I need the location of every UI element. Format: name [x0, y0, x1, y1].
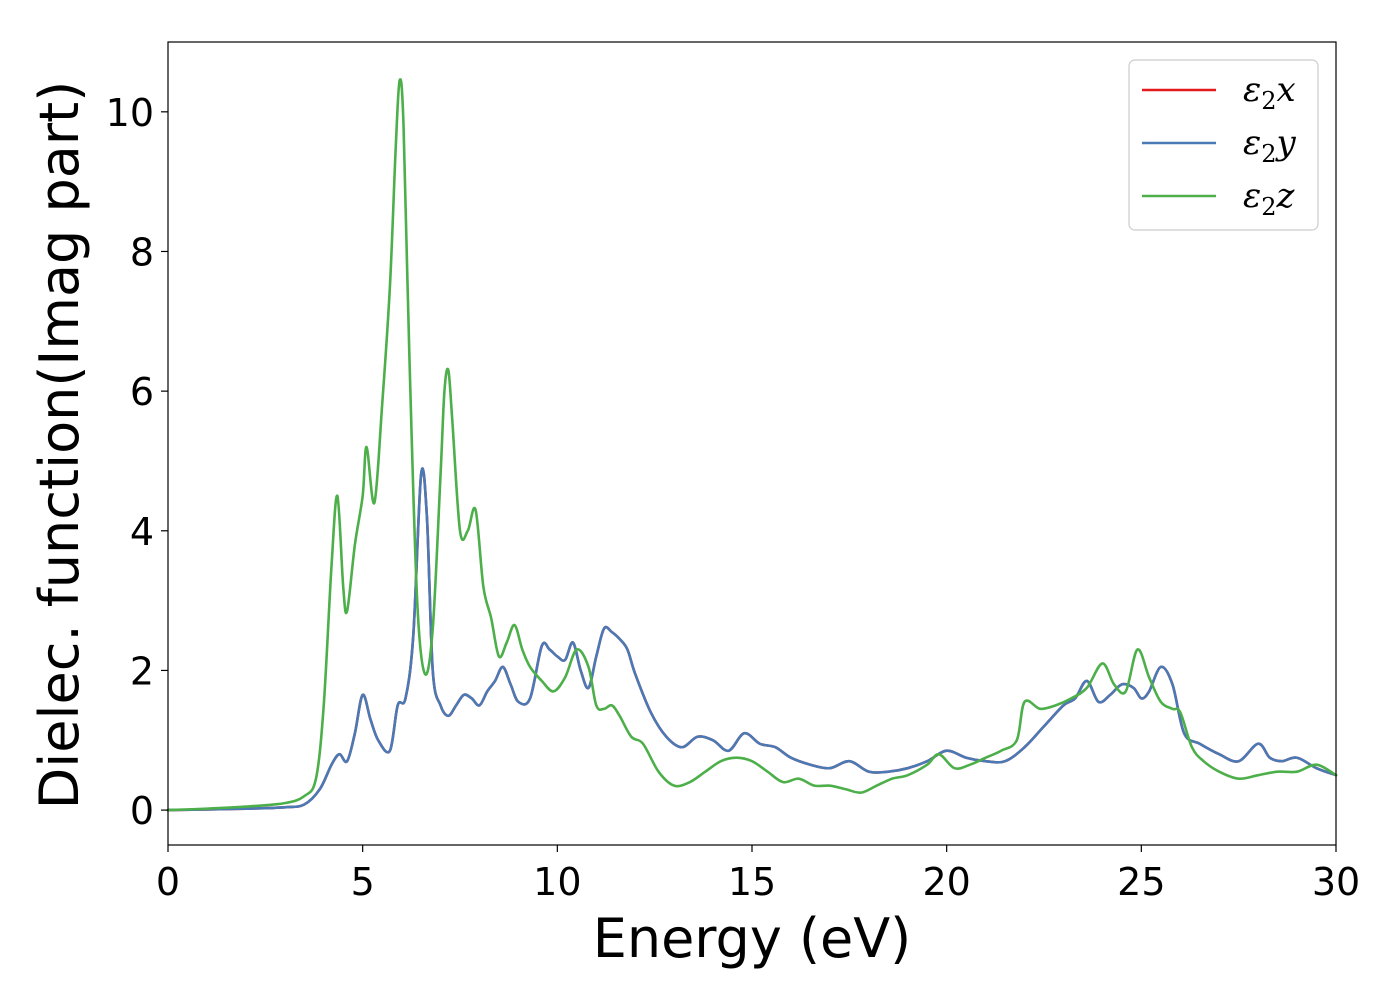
- x-tick-label: 30: [1312, 860, 1360, 904]
- x-tick-label: 20: [922, 860, 970, 904]
- series-layer: [166, 78, 1338, 812]
- y-tick-label: 4: [130, 510, 154, 554]
- x-tick-label: 5: [351, 860, 375, 904]
- x-tick-label: 25: [1117, 860, 1165, 904]
- series-line-3: [166, 78, 1338, 812]
- y-tick-label: 2: [130, 649, 154, 693]
- x-tick-label: 10: [533, 860, 581, 904]
- ticks-layer: 0 5 10 15 20 25 30 0 2 4 6 8 10: [106, 91, 1361, 904]
- y-tick-label: 0: [130, 789, 154, 833]
- legend-label-2: ε2y: [1243, 123, 1297, 168]
- legend-label-1: ε2x: [1243, 70, 1296, 115]
- x-tick-label: 15: [728, 860, 776, 904]
- y-tick-label: 10: [106, 91, 154, 135]
- legend-box: [1128, 59, 1319, 231]
- y-tick-label: 8: [130, 230, 154, 274]
- y-axis-label: Dielec. function(Imag part): [28, 81, 91, 810]
- legend-label-3: ε2z: [1243, 176, 1296, 221]
- y-tick-label: 6: [130, 370, 154, 414]
- x-tick-label: 0: [156, 860, 180, 904]
- x-axis-label: Energy (eV): [593, 907, 912, 970]
- series-line-2: [166, 467, 1338, 812]
- legend: ε2x ε2y ε2z: [1128, 59, 1319, 231]
